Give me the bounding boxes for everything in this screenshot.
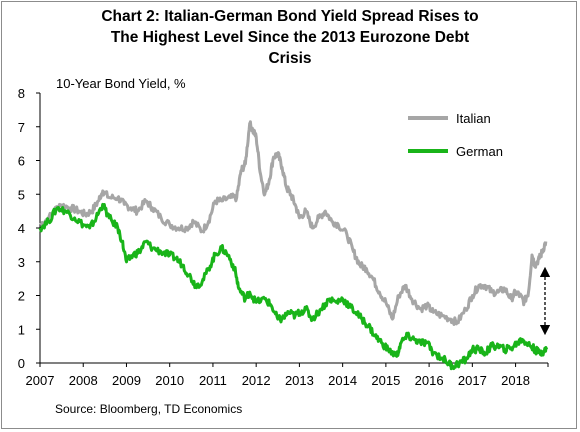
source-note: Source: Bloomberg, TD Economics [55, 402, 243, 416]
x-tick-label: 2007 [26, 373, 55, 388]
x-tick-label: 2010 [155, 373, 184, 388]
x-tick-label: 2013 [285, 373, 314, 388]
x-tick-label: 2014 [328, 373, 357, 388]
x-tick-label: 2009 [112, 373, 141, 388]
y-tick-label: 4 [18, 221, 25, 236]
x-tick-label: 2011 [199, 373, 227, 388]
x-tick-label: 2017 [458, 373, 487, 388]
y-tick-label: 3 [18, 255, 25, 270]
y-tick-label: 2 [18, 289, 25, 304]
x-tick-label: 2015 [371, 373, 400, 388]
chart-title: Chart 2: Italian-German Bond Yield Sprea… [101, 8, 479, 67]
y-axis-label: 10-Year Bond Yield, % [56, 76, 186, 91]
y-tick-label: 5 [18, 187, 25, 202]
series-line-german [38, 202, 549, 371]
y-tick-label: 7 [18, 120, 25, 135]
legend: Italian German [408, 111, 503, 159]
series-layer [38, 120, 549, 371]
axes: 0 1 2 3 4 5 6 7 8 2007 2008 2009 2010 2011 2012 2013 201… [18, 86, 549, 388]
x-tick-label: 2018 [501, 373, 530, 388]
x-tick-label: 2016 [415, 373, 444, 388]
series-line-italian [39, 120, 548, 326]
x-tick-label: 2008 [69, 373, 98, 388]
y-tick-label: 1 [18, 322, 25, 337]
legend-label-italian: Italian [456, 111, 491, 126]
y-tick-label: 8 [18, 86, 25, 101]
x-tick-label: 2012 [242, 373, 271, 388]
y-tick-label: 0 [18, 356, 25, 371]
legend-label-german: German [456, 144, 503, 159]
y-tick-label: 6 [18, 154, 25, 169]
